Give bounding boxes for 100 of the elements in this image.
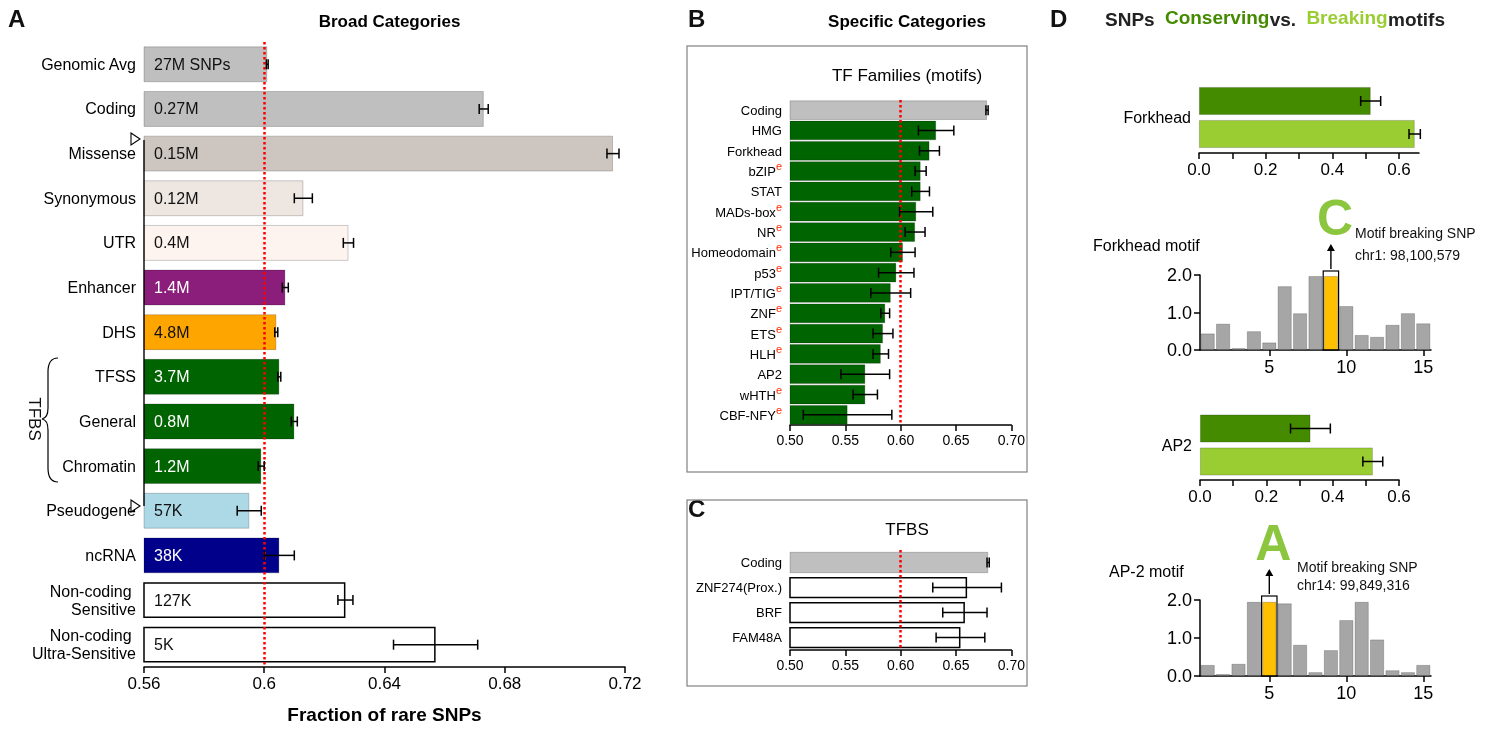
y-tick-label: 2.0 xyxy=(1166,265,1192,285)
x-tick-label: 0.6 xyxy=(1387,160,1411,179)
y-tick-label: AP2 xyxy=(1161,436,1193,454)
annotation: 1.4M xyxy=(154,279,190,297)
x-tick-label: 0.56 xyxy=(127,674,161,693)
text: Breaking xyxy=(1306,7,1388,28)
y-tick-label: Homeodomain$^{e}$ xyxy=(691,241,782,261)
y-tick-label: 1.0 xyxy=(1166,628,1192,648)
y-tick-label: Coding xyxy=(85,100,136,118)
y-tick-label: MADs-box$^{e}$ xyxy=(715,200,782,220)
y-tick-label: IPT/TIG$^{e}$ xyxy=(730,281,782,301)
y-tick-label: ncRNA xyxy=(85,546,137,564)
text: TFBS xyxy=(24,397,44,441)
y-tick-label: Genomic Avg xyxy=(41,55,136,73)
annotation: 127K xyxy=(154,591,192,609)
y-tick-label: Non-coding Ultra-Sensitive xyxy=(31,627,137,663)
chart-title: AP-2 motif xyxy=(1109,562,1185,580)
y-tick-label: General xyxy=(79,412,136,430)
text: motifs xyxy=(1387,9,1445,30)
text: Conserving xyxy=(1164,7,1270,28)
y-tick-label: Pseudogene xyxy=(46,502,137,520)
x-tick-label: 0.60 xyxy=(887,432,915,448)
annotation: 0.27M xyxy=(154,100,199,118)
chart-title: TFBS xyxy=(885,520,929,539)
y-tick-label: AP2 xyxy=(757,367,782,383)
y-tick-label: Enhancer xyxy=(67,279,137,297)
y-tick-label: 1.0 xyxy=(1166,302,1192,323)
text: vs. xyxy=(1269,9,1297,30)
y-tick-label: FAM48A xyxy=(732,630,783,645)
annotation: 0.15M xyxy=(154,145,199,163)
y-tick-label: 0.0 xyxy=(1166,340,1192,360)
x-tick-label: 0.4 xyxy=(1320,160,1345,179)
x-tick-label: 0.50 xyxy=(776,657,804,673)
y-tick-label: STAT xyxy=(750,184,783,200)
y-tick-label: ZNF274(Prox.) xyxy=(696,580,782,595)
annotation: 0.8M xyxy=(154,412,190,430)
annotation: 3.7M xyxy=(154,368,190,386)
annotation: 57K xyxy=(154,502,183,520)
annotation: 4.8M xyxy=(154,323,190,341)
annotation: 38K xyxy=(154,546,183,564)
y-tick-label: Forkhead xyxy=(727,143,782,159)
text: chr1: 98,100,579 xyxy=(1355,247,1461,263)
x-tick-label: 15 xyxy=(1413,683,1434,703)
y-tick-label: Forkhead xyxy=(1123,109,1191,126)
x-tick-label: 5 xyxy=(1264,683,1275,703)
x-tick-label: 5 xyxy=(1264,357,1275,377)
x-tick-label: 0.60 xyxy=(887,657,915,673)
y-tick-label: Coding xyxy=(740,555,782,570)
y-tick-label: ZNF$^{e}$ xyxy=(750,302,782,322)
x-axis-title: Fraction of rare SNPs xyxy=(287,704,482,725)
y-tick-label: Coding xyxy=(740,103,782,119)
annotation: A xyxy=(1255,515,1292,571)
x-tick-label: 0.2 xyxy=(1254,487,1279,506)
x-tick-label: 0.55 xyxy=(831,657,860,673)
text: chr14: 99,849,316 xyxy=(1297,577,1411,593)
x-tick-label: 0.64 xyxy=(367,674,402,693)
y-tick-label: ETS$^{e}$ xyxy=(750,322,782,342)
chart-subtitle: TF Families (motifs) xyxy=(831,66,983,85)
annotation: 27M SNPs xyxy=(154,55,231,73)
y-tick-label: Non-coding Sensitive xyxy=(49,582,137,618)
x-tick-label: 0.65 xyxy=(942,657,970,673)
text: B xyxy=(688,4,706,32)
x-tick-label: 0.4 xyxy=(1320,487,1345,506)
y-tick-label: Synonymous xyxy=(43,189,136,207)
y-tick-label: Chromatin xyxy=(62,457,136,475)
x-tick-label: 0.70 xyxy=(997,432,1026,448)
text: C xyxy=(688,494,706,522)
chart-title: Forkhead motif xyxy=(1093,236,1201,254)
x-tick-label: 0.0 xyxy=(1188,487,1212,506)
annotation: 1.2M xyxy=(154,457,190,475)
chart-title: SNPs xyxy=(1105,9,1155,30)
x-tick-label: 0.6 xyxy=(252,674,277,693)
chart-title: Broad Categories xyxy=(318,12,461,31)
y-tick-label: CBF-NFY$^{e}$ xyxy=(719,403,782,423)
annotation: 5K xyxy=(154,636,174,654)
x-tick-label: 0.6 xyxy=(1387,487,1411,506)
y-tick-label: TFSS xyxy=(95,368,136,386)
y-tick-label: BRF xyxy=(756,605,783,620)
x-tick-label: 0.55 xyxy=(831,432,860,448)
annotation: C xyxy=(1316,190,1354,246)
x-tick-label: 0.2 xyxy=(1253,160,1278,179)
x-tick-label: 0.68 xyxy=(488,674,522,693)
y-tick-label: HMG xyxy=(751,123,782,139)
y-tick-label: bZIP$^{e}$ xyxy=(748,160,782,180)
text: Motif breaking SNP xyxy=(1355,225,1476,241)
y-tick-label: 2.0 xyxy=(1166,590,1192,610)
y-tick-label: HLH$^{e}$ xyxy=(749,342,782,362)
y-tick-label: DHS xyxy=(102,323,136,341)
y-tick-label: p53$^{e}$ xyxy=(754,261,782,281)
x-tick-label: 0.70 xyxy=(997,657,1026,673)
x-tick-label: 0.65 xyxy=(942,432,970,448)
x-tick-label: 0.0 xyxy=(1187,160,1211,179)
chart-title: Specific Categories xyxy=(828,12,986,31)
x-tick-label: 10 xyxy=(1336,683,1357,703)
x-tick-label: 15 xyxy=(1413,357,1434,377)
x-tick-label: 0.72 xyxy=(608,674,642,693)
y-tick-label: NR$^{e}$ xyxy=(757,221,782,241)
text: Motif breaking SNP xyxy=(1297,559,1418,575)
y-tick-label: UTR xyxy=(103,234,136,252)
text: D xyxy=(1050,4,1068,32)
